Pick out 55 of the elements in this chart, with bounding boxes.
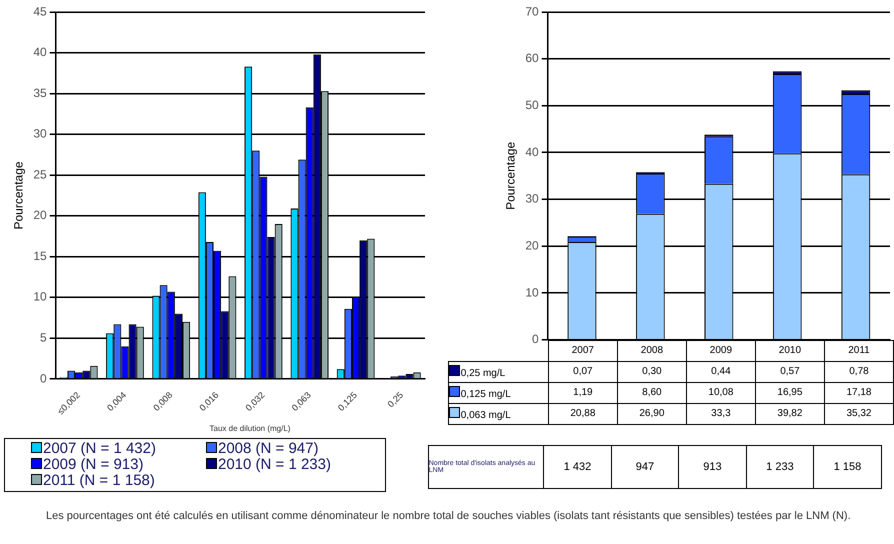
x-tick-label: 2009 [686,340,756,362]
y-tick-label: 0 [40,371,48,386]
x-axis-title: Taux de dilution (mg/L) [208,424,292,433]
data-label: 17,18 [824,382,894,404]
legend-label: 2011 (N = 1 158) [42,472,156,489]
x-tick-label: 2008 [617,340,686,362]
y-tick-label: 35 [33,86,48,100]
text: 947 [611,445,679,488]
data-label: 8,60 [617,382,686,404]
data-label: 0,30 [617,361,686,382]
data-label: 39,82 [755,403,824,424]
legend-label: 2009 (N = 913) [42,456,144,473]
y-tick-label: 0 [532,332,540,346]
data-label: 0,44 [686,361,756,382]
text: Les pourcentages ont été calculés en utilisant comme dénominateur le nombre total de souches viables (isolats tant résistants que sensibles) testées par le LNM (N). [46,510,852,523]
data-label: 16,95 [755,382,824,404]
text: 1 158 [814,445,882,488]
y-tick-label: 70 [525,4,540,18]
y-axis-title: Pourcentage [12,161,26,230]
data-label: 33,3 [686,403,756,424]
y-axis-title: Pourcentage [504,142,518,210]
x-tick-label: 2010 [755,340,824,362]
legend-label: 0,063 mg/L [448,403,548,424]
legend-label: 2008 (N = 947) [217,440,320,457]
data-label: 0,78 [824,361,894,382]
x-tick-label: 2007 [548,340,618,362]
data-label: 35,32 [824,403,894,424]
data-label: 26,90 [617,403,686,424]
legend-label: 0,25 mg/L [448,361,548,382]
y-tick-label: 20 [525,238,540,252]
y-tick-label: 20 [33,208,48,222]
y-tick-label: 60 [525,51,540,66]
y-tick-label: 5 [40,330,48,344]
legend-label: 2010 (N = 1 233) [217,456,332,473]
y-tick-label: 15 [33,248,48,263]
data-label: 1,19 [548,382,618,404]
data-label: 20,88 [548,403,618,424]
y-tick-label: 30 [33,126,48,141]
legend-label: 2007 (N = 1 432) [42,440,157,457]
y-tick-label: 50 [525,98,540,112]
y-tick-label: 45 [33,4,48,18]
y-tick-label: 25 [33,167,48,182]
x-tick-label: 2011 [824,340,894,362]
text: 1 432 [544,445,612,488]
y-tick-label: 10 [33,290,48,304]
text: 913 [678,445,746,488]
legend-label: 0,125 mg/L [448,382,548,404]
data-label: 0,07 [548,361,618,382]
y-tick-label: 40 [33,45,48,60]
data-label: 10,08 [686,382,756,404]
y-tick-label: 30 [525,192,540,206]
data-label: 0,57 [755,361,824,382]
y-tick-label: 10 [525,285,540,300]
text: 1 233 [746,445,814,488]
y-tick-label: 40 [525,144,540,159]
